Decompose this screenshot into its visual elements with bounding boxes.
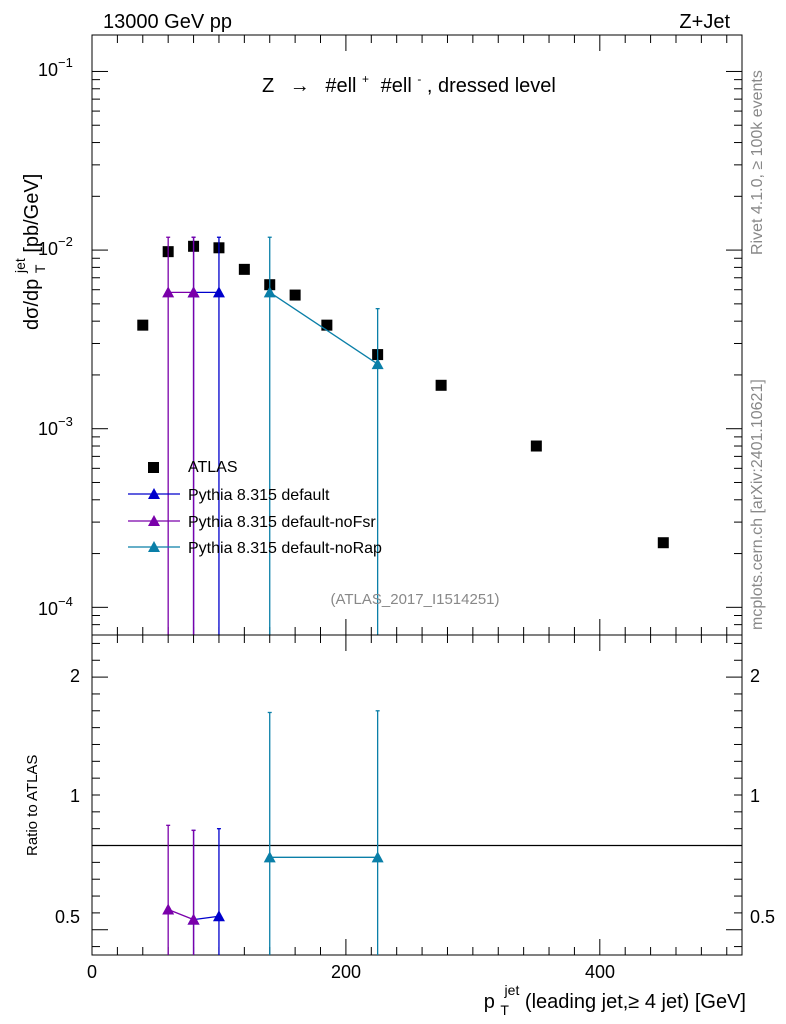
noRap-data-point [371,358,384,370]
y-tick-label: 10−4 [38,594,73,619]
ratio-plot-frame [91,634,743,956]
main-y-tick-labels: 10−1 10−2 10−3 10−4 [38,55,73,619]
legend-marker-nofsr [148,515,160,526]
rivet-version-label: Rivet 4.1.0, ≥ 100k events [749,70,766,255]
title-z: Z [262,75,274,97]
noRap-ratio-point [371,851,384,863]
default-data-point [212,286,225,298]
title-plus: + [362,72,369,86]
atlas-data-point [238,263,250,275]
header-collision-label: 13000 GeV pp [103,11,232,33]
ratio-y-tick-label-right: 0.5 [750,907,775,927]
title-lepton-2: #ell [381,75,412,97]
main-plot-data [137,236,669,635]
y-tick-label: 10−3 [38,414,73,439]
atlas-data-point [137,319,149,331]
noRap-data-point [263,286,276,298]
mcplots-reference-label: mcplots.cern.ch [arXiv:2401.10621] [749,379,766,630]
noFsr-ratio-point [187,913,200,925]
noRap-series-line [269,291,379,365]
ratio-plot-data [92,710,742,955]
title-minus: - [417,72,421,86]
analysis-watermark: (ATLAS_2017_I1514251) [330,591,499,608]
title-lepton-1: #ell [325,75,356,97]
header-process-label: Z+Jet [679,11,730,33]
noRap-ratio-point [263,851,276,863]
default-ratio-point [212,910,225,922]
legend-marker-default [148,488,160,499]
legend-label-default: Pythia 8.315 default [188,487,330,504]
ratio-y-tick-label: 0.5 [55,907,80,927]
ratio-axis-ticks [91,635,742,955]
ratio-y-axis-label: Ratio to ATLAS [24,755,41,856]
atlas-data-point [289,289,301,301]
title-rest: , dressed level [427,75,556,97]
x-axis-label: p T jet (leading jet,≥ 4 jet) [GeV] [484,978,746,1020]
atlas-data-point [657,537,669,549]
noFsr-ratio-point [162,903,175,915]
x-tick-label: 200 [331,962,361,982]
atlas-data-point [321,319,333,331]
legend-marker-norap [148,541,160,552]
ratio-y-tick-labels: 0.5 1 2 0.5 1 2 [55,666,775,927]
atlas-data-point [435,379,447,391]
legend-label-atlas: ATLAS [188,459,238,476]
legend-label-nofsr: Pythia 8.315 default-noFsr [188,514,376,531]
noFsr-data-point [187,286,200,298]
noFsr-ratio-line [167,908,194,921]
noFsr-data-point [162,286,175,298]
legend: ATLAS Pythia 8.315 default Pythia 8.315 … [128,459,382,557]
ratio-y-tick-label-right: 1 [750,786,760,806]
x-tick-labels: 0 200 400 [87,962,615,982]
ratio-y-tick-label: 2 [70,666,80,686]
default-ratio-line [193,915,220,921]
title-arrow: → [290,75,310,97]
x-tick-label: 400 [585,962,615,982]
atlas-data-point [530,440,542,452]
ratio-y-tick-label-right: 2 [750,666,760,686]
main-plot-title: Z → #ell + #ell - , dressed level [262,66,556,97]
y-tick-label: 10−1 [38,55,73,80]
legend-label-norap: Pythia 8.315 default-noRap [188,540,382,557]
main-y-axis-label: dσ/dp T jet [pb/GeV] [8,174,50,330]
x-tick-label: 0 [87,962,97,982]
legend-marker-atlas [148,462,159,473]
ratio-y-tick-label: 1 [70,786,80,806]
y-tick-label: 10−2 [38,234,73,259]
main-axis-ticks [91,35,742,636]
